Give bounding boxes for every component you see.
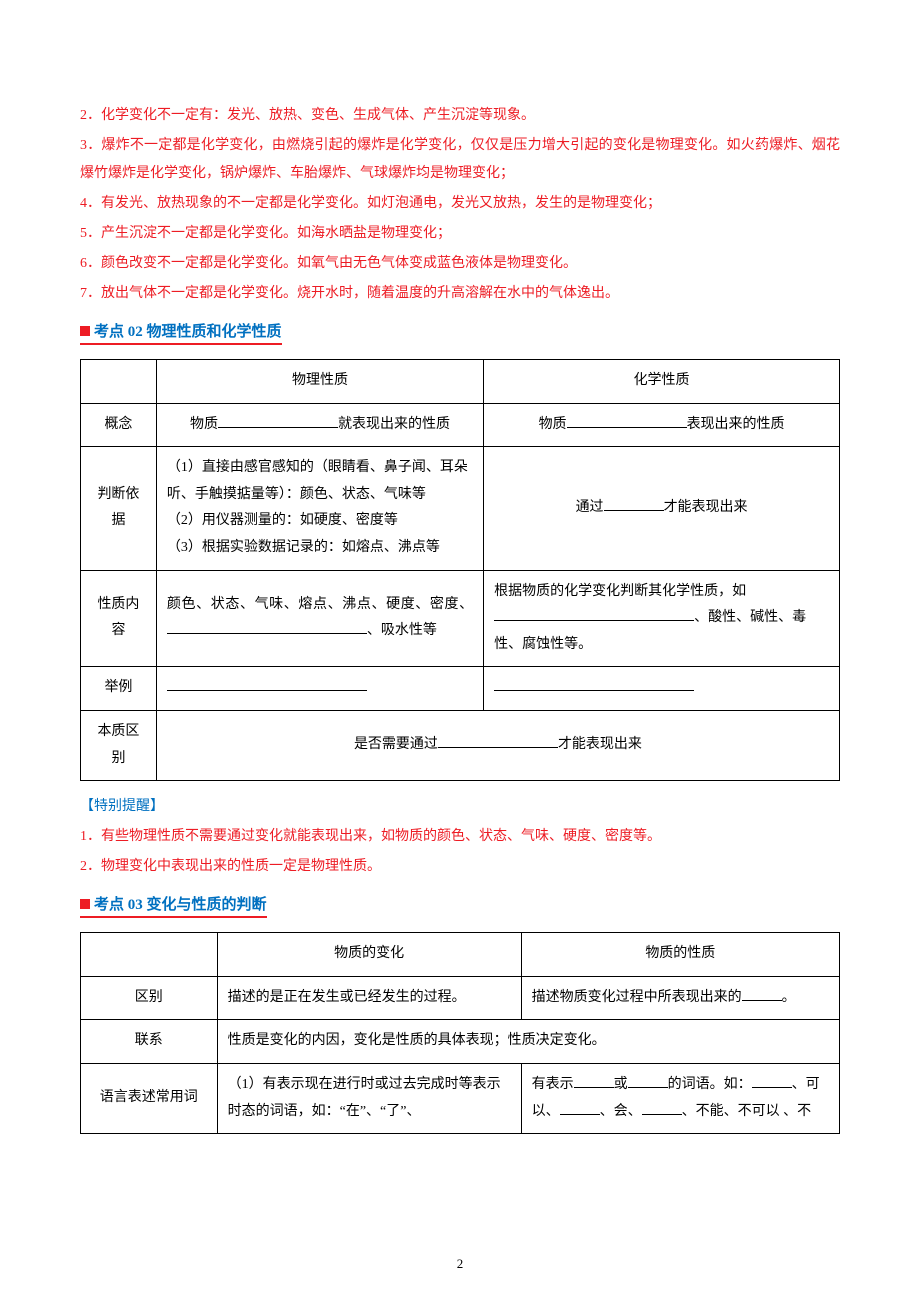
text: 就表现出来的性质 [338, 417, 450, 432]
table-row: 语言表述常用词 （1）有表示现在进行时或过去完成时等表示时态的词语，如：“在”、… [81, 1063, 840, 1133]
row-concept-phys: 物质 就表现出来的性质 [156, 403, 483, 447]
header-property: 物质的性质 [521, 933, 839, 977]
blank-field [752, 1073, 792, 1088]
text: 物质 [190, 417, 218, 432]
text: 。 [782, 990, 796, 1005]
table-properties: 物理性质 化学性质 概念 物质 就表现出来的性质 物质 表现出来的性质 判断依据 （… [80, 359, 840, 781]
row-diff-change: 描述的是正在发生或已经发生的过程。 [217, 976, 521, 1020]
text: （2）用仪器测量的：如硬度、密度等 [167, 508, 473, 535]
point-4: 4．有发光、放热现象的不一定都是化学变化。如灯泡通电，发光又放热，发生的是物理变… [80, 190, 840, 218]
text: 、不能、不可以 、不 [682, 1104, 812, 1119]
row-words-change: （1）有表示现在进行时或过去完成时等表示时态的词语，如：“在”、“了”、 [217, 1063, 521, 1133]
text: 是否需要通过 [354, 737, 438, 752]
row-content-phys: 颜色、状态、气味、熔点、沸点、硬度、密度、、吸水性等 [156, 570, 483, 667]
text: （1）直接由感官感知的（眼睛看、鼻子闻、耳朵听、手触摸掂量等）：颜色、状态、气味… [167, 455, 473, 508]
text: 才能表现出来 [558, 737, 642, 752]
table-row: 概念 物质 就表现出来的性质 物质 表现出来的性质 [81, 403, 840, 447]
row-concept-label: 概念 [81, 403, 157, 447]
row-essence-merged: 是否需要通过 才能表现出来 [156, 710, 839, 780]
page-container: 2．化学变化不一定有：发光、放热、变色、生成气体、产生沉淀等现象。 3．爆炸不一… [0, 0, 920, 1302]
blank-field [560, 1100, 600, 1115]
text: 才能表现出来 [664, 500, 748, 515]
text: 的词语。如： [668, 1077, 752, 1092]
blank-field [567, 413, 687, 428]
row-essence-label: 本质区别 [81, 710, 157, 780]
text: 有表示 [532, 1077, 574, 1092]
section-02-title: 考点 02 物理性质和化学性质 [94, 324, 282, 340]
table-row: 本质区别 是否需要通过 才能表现出来 [81, 710, 840, 780]
text: 表现出来的性质 [687, 417, 785, 432]
header-change: 物质的变化 [217, 933, 521, 977]
row-example-phys [156, 667, 483, 711]
row-concept-chem: 物质 表现出来的性质 [484, 403, 840, 447]
row-example-label: 举例 [81, 667, 157, 711]
row-basis-label: 判断依据 [81, 447, 157, 570]
blank-field [494, 676, 694, 691]
table-change-property: 物质的变化 物质的性质 区别 描述的是正在发生或已经发生的过程。 描述物质变化过… [80, 932, 840, 1134]
table-row: 物理性质 化学性质 [81, 360, 840, 404]
table-row: 性质内容 颜色、状态、气味、熔点、沸点、硬度、密度、、吸水性等 根据物质的化学变… [81, 570, 840, 667]
blank-field [218, 413, 338, 428]
point-7: 7．放出气体不一定都是化学变化。烧开水时，随着温度的升高溶解在水中的气体逸出。 [80, 280, 840, 308]
row-example-chem [484, 667, 840, 711]
text: 描述物质变化过程中所表现出来的 [532, 990, 742, 1005]
red-square-icon [80, 899, 90, 909]
red-square-icon [80, 326, 90, 336]
text: 、会、 [600, 1104, 642, 1119]
special-tip-1: 1．有些物理性质不需要通过变化就能表现出来，如物质的颜色、状态、气味、硬度、密度… [80, 823, 840, 851]
point-5: 5．产生沉淀不一定都是化学变化。如海水晒盐是物理变化； [80, 220, 840, 248]
blank-field [574, 1073, 614, 1088]
section-03-heading: 考点 03 变化与性质的判断 [80, 893, 267, 918]
special-tip-2: 2．物理变化中表现出来的性质一定是物理性质。 [80, 853, 840, 881]
section-02-heading: 考点 02 物理性质和化学性质 [80, 320, 282, 345]
page-number: 2 [0, 1256, 920, 1272]
header-blank [81, 360, 157, 404]
text: 通过 [576, 500, 604, 515]
table-row: 举例 [81, 667, 840, 711]
text: 颜色、状态、气味、熔点、沸点、硬度、密度、 [167, 597, 473, 612]
text: （3）根据实验数据记录的：如熔点、沸点等 [167, 535, 473, 562]
header-blank [81, 933, 218, 977]
special-tip-label: 【特别提醒】 [80, 793, 840, 821]
row-words-prop: 有表示或的词语。如：、可以、、会、、不能、不可以 、不 [521, 1063, 839, 1133]
text: 、吸水性等 [367, 623, 437, 638]
section-03-title: 考点 03 变化与性质的判断 [94, 897, 267, 913]
blank-field [494, 606, 694, 621]
header-physical: 物理性质 [156, 360, 483, 404]
point-3: 3．爆炸不一定都是化学变化，由燃烧引起的爆炸是化学变化，仅仅是压力增大引起的变化… [80, 132, 840, 188]
text: 根据物质的化学变化判断其化学性质，如 [494, 584, 746, 599]
blank-field [167, 619, 367, 634]
table-row: 判断依据 （1）直接由感官感知的（眼睛看、鼻子闻、耳朵听、手触摸掂量等）：颜色、… [81, 447, 840, 570]
point-6: 6．颜色改变不一定都是化学变化。如氧气由无色气体变成蓝色液体是物理变化。 [80, 250, 840, 278]
blank-field [642, 1100, 682, 1115]
table-row: 联系 性质是变化的内因，变化是性质的具体表现；性质决定变化。 [81, 1020, 840, 1064]
blank-field [167, 676, 367, 691]
row-content-label: 性质内容 [81, 570, 157, 667]
header-chemical: 化学性质 [484, 360, 840, 404]
table-row: 物质的变化 物质的性质 [81, 933, 840, 977]
blank-field [742, 986, 782, 1001]
text: 物质 [539, 417, 567, 432]
blank-field [438, 733, 558, 748]
table-row: 区别 描述的是正在发生或已经发生的过程。 描述物质变化过程中所表现出来的 。 [81, 976, 840, 1020]
row-link-merged: 性质是变化的内因，变化是性质的具体表现；性质决定变化。 [217, 1020, 839, 1064]
row-diff-prop: 描述物质变化过程中所表现出来的 。 [521, 976, 839, 1020]
row-content-chem: 根据物质的化学变化判断其化学性质，如、酸性、碱性、毒性、腐蚀性等。 [484, 570, 840, 667]
blank-field [628, 1073, 668, 1088]
row-words-label: 语言表述常用词 [81, 1063, 218, 1133]
blank-field [604, 496, 664, 511]
row-basis-phys: （1）直接由感官感知的（眼睛看、鼻子闻、耳朵听、手触摸掂量等）：颜色、状态、气味… [156, 447, 483, 570]
row-link-label: 联系 [81, 1020, 218, 1064]
text: 或 [614, 1077, 628, 1092]
row-diff-label: 区别 [81, 976, 218, 1020]
row-basis-chem: 通过 才能表现出来 [484, 447, 840, 570]
point-2: 2．化学变化不一定有：发光、放热、变色、生成气体、产生沉淀等现象。 [80, 102, 840, 130]
